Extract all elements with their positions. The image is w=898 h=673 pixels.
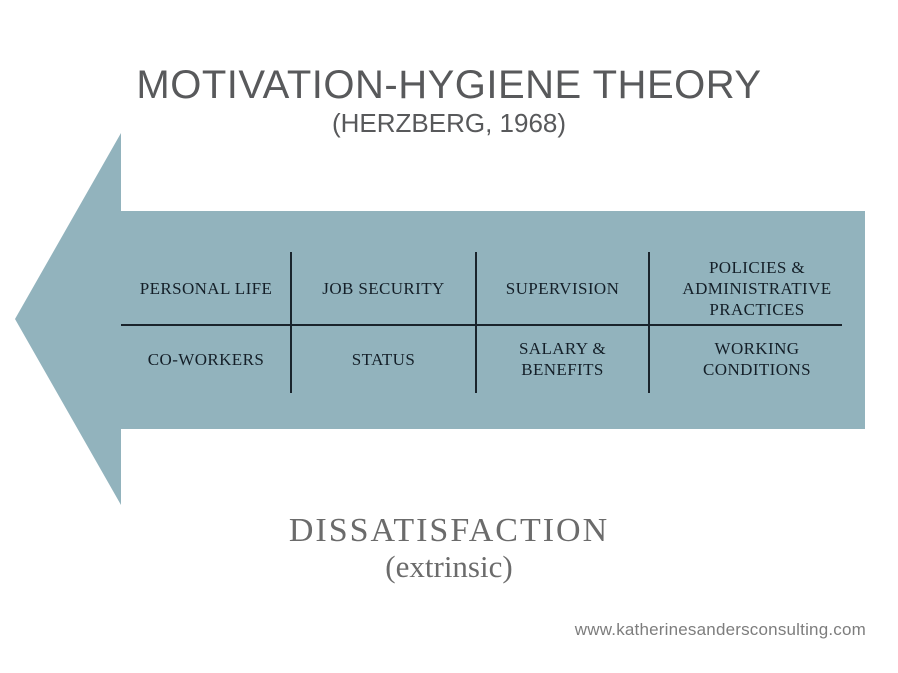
factor-personal-life: PERSONAL LIFE xyxy=(121,252,291,325)
hygiene-factor-grid: PERSONAL LIFE JOB SECURITY SUPERVISION P… xyxy=(121,252,865,393)
factor-row-bottom: CO-WORKERS STATUS SALARY & BENEFITS WORK… xyxy=(121,325,865,393)
factor-label: WORKING CONDITIONS xyxy=(703,339,811,379)
page-subtitle: (HERZBERG, 1968) xyxy=(331,108,567,138)
factor-row-top: PERSONAL LIFE JOB SECURITY SUPERVISION P… xyxy=(121,252,865,325)
factor-label: POLICIES & ADMINISTRATIVE PRACTICES xyxy=(682,258,832,319)
factor-label: CO-WORKERS xyxy=(147,349,265,369)
footer-website-url: www.katherinesandersconsulting.com xyxy=(574,620,866,639)
factor-label: PERSONAL LIFE xyxy=(139,279,273,298)
factor-label: SALARY & BENEFITS xyxy=(518,339,607,379)
outcome-qualifier: (extrinsic) xyxy=(385,549,513,584)
factor-working-conditions: WORKING CONDITIONS xyxy=(649,325,865,393)
factor-policies-administrative-practices: POLICIES & ADMINISTRATIVE PRACTICES xyxy=(649,252,865,325)
factor-label: SUPERVISION xyxy=(505,279,620,298)
page-title: MOTIVATION-HYGIENE THEORY xyxy=(136,63,762,107)
left-arrow-shape xyxy=(15,133,865,505)
outcome-label: DISSATISFACTION xyxy=(288,512,610,549)
factor-status: STATUS xyxy=(291,325,476,393)
outcome-block: DISSATISFACTION (extrinsic) xyxy=(0,512,898,584)
factor-co-workers: CO-WORKERS xyxy=(121,325,291,393)
factor-label: JOB SECURITY xyxy=(322,279,445,298)
factor-supervision: SUPERVISION xyxy=(476,252,649,325)
factor-job-security: JOB SECURITY xyxy=(291,252,476,325)
factor-salary-benefits: SALARY & BENEFITS xyxy=(476,325,649,393)
factor-label: STATUS xyxy=(351,349,416,369)
